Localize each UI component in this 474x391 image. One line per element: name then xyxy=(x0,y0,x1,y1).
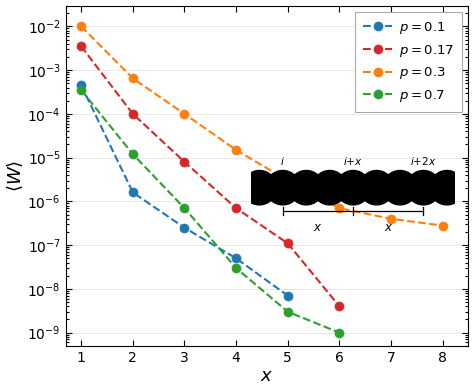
$p = 0.3$ xyxy=(285,178,291,183)
$p = 0.7$ xyxy=(285,309,291,314)
$p = 0.3$ xyxy=(440,223,446,228)
Ellipse shape xyxy=(383,170,417,205)
Text: $i{+}x$: $i{+}x$ xyxy=(343,154,363,167)
$p = 0.1$ xyxy=(285,293,291,298)
Text: $i$: $i$ xyxy=(281,154,285,167)
Ellipse shape xyxy=(242,170,276,205)
Line: $p = 0.17$: $p = 0.17$ xyxy=(77,42,344,311)
$p = 0.17$ xyxy=(233,206,239,210)
Ellipse shape xyxy=(430,170,464,205)
Legend: $p = 0.1$, $p = 0.17$, $p = 0.3$, $p = 0.7$: $p = 0.1$, $p = 0.17$, $p = 0.3$, $p = 0… xyxy=(355,12,462,112)
$p = 0.17$ xyxy=(130,111,136,116)
Ellipse shape xyxy=(336,170,370,205)
$p = 0.17$ xyxy=(78,44,84,49)
Ellipse shape xyxy=(312,170,347,205)
Line: $p = 0.7$: $p = 0.7$ xyxy=(77,86,344,337)
$p = 0.1$ xyxy=(233,256,239,261)
$p = 0.3$ xyxy=(233,148,239,152)
$p = 0.17$ xyxy=(285,241,291,246)
$p = 0.3$ xyxy=(78,24,84,29)
Y-axis label: $\langle W \rangle$: $\langle W \rangle$ xyxy=(6,160,25,192)
$p = 0.1$ xyxy=(78,83,84,88)
Ellipse shape xyxy=(359,170,394,205)
$p = 0.7$ xyxy=(182,206,187,210)
$p = 0.17$ xyxy=(182,160,187,164)
X-axis label: $x$: $x$ xyxy=(261,368,273,386)
$p = 0.1$ xyxy=(130,190,136,195)
$p = 0.7$ xyxy=(130,152,136,156)
$p = 0.3$ xyxy=(388,217,394,221)
$p = 0.17$ xyxy=(337,304,342,308)
Line: $p = 0.1$: $p = 0.1$ xyxy=(77,81,292,300)
Text: $x$: $x$ xyxy=(313,221,323,234)
Ellipse shape xyxy=(265,170,300,205)
$p = 0.3$ xyxy=(337,206,342,210)
$p = 0.7$ xyxy=(233,265,239,270)
Ellipse shape xyxy=(289,170,323,205)
Ellipse shape xyxy=(406,170,441,205)
$p = 0.1$ xyxy=(182,225,187,230)
$p = 0.3$ xyxy=(130,76,136,81)
$p = 0.7$ xyxy=(337,330,342,335)
Line: $p = 0.3$: $p = 0.3$ xyxy=(77,22,447,230)
$p = 0.3$ xyxy=(182,111,187,116)
$p = 0.7$ xyxy=(78,88,84,92)
Text: $i{+}2x$: $i{+}2x$ xyxy=(410,154,437,167)
Text: $x$: $x$ xyxy=(383,221,393,234)
